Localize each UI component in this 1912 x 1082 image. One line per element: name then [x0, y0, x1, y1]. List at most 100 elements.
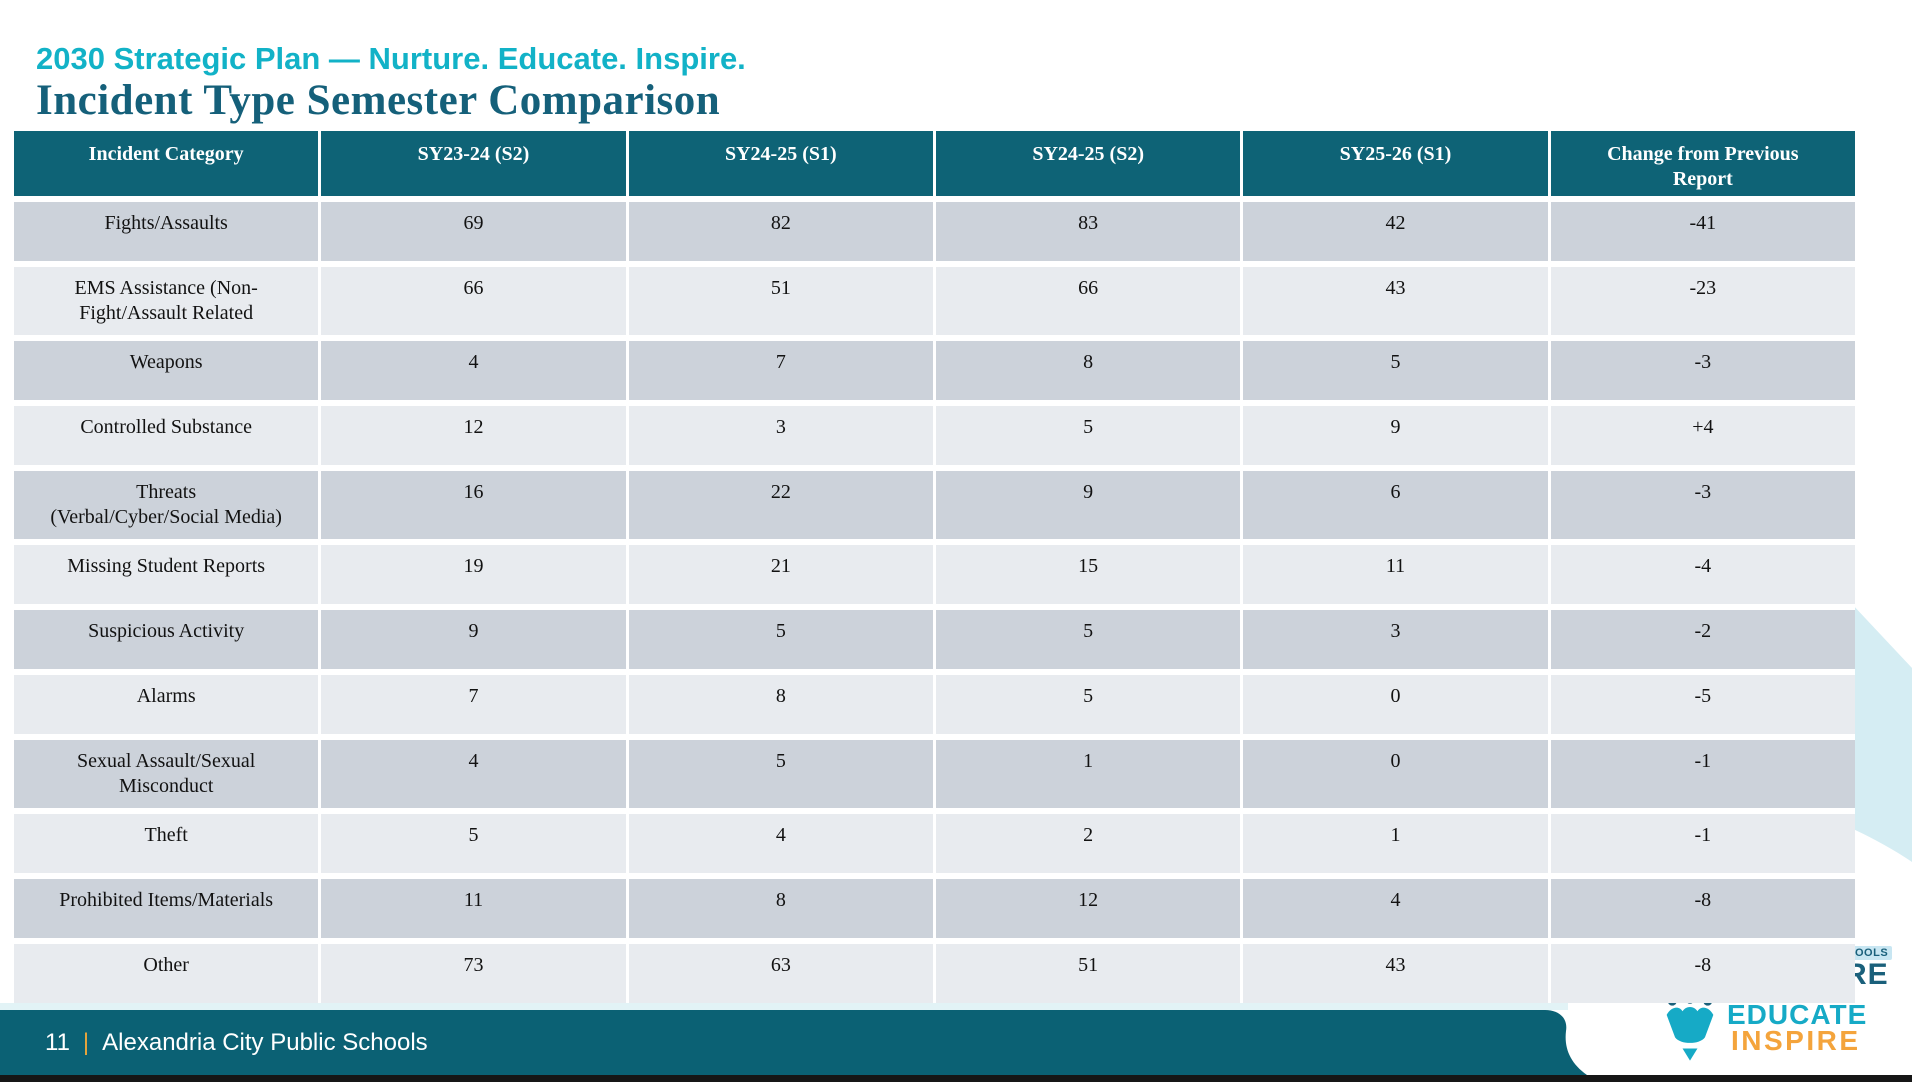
incident-category-cell: Controlled Substance	[14, 406, 319, 465]
value-cell-sy24-25-s2: 83	[936, 202, 1241, 261]
organization-name: Alexandria City Public Schools	[102, 1029, 428, 1056]
value-cell-sy24-25-s2: 5	[936, 610, 1241, 669]
value-cell-sy24-25-s1: 22	[628, 471, 933, 539]
value-cell-sy25-26-s1: 5	[1243, 341, 1548, 400]
value-cell-sy24-25-s1: 63	[628, 944, 933, 1003]
change-cell: -23	[1550, 267, 1855, 335]
value-cell-sy24-25-s2: 51	[936, 944, 1241, 1003]
column-header-change: Change from Previous Report	[1550, 131, 1855, 196]
value-cell-sy24-25-s2: 66	[936, 267, 1241, 335]
value-cell-sy25-26-s1: 0	[1243, 675, 1548, 734]
value-cell-sy25-26-s1: 6	[1243, 471, 1548, 539]
value-cell-sy24-25-s1: 4	[628, 814, 933, 873]
value-cell-sy23-24-s2: 19	[321, 545, 626, 604]
schools-text-fragment: OOLS	[1851, 946, 1893, 960]
change-cell: +4	[1550, 406, 1855, 465]
footer-accent-strip	[0, 1003, 1568, 1010]
strategic-plan-kicker: 2030 Strategic Plan — Nurture. Educate. …	[36, 41, 746, 76]
change-cell: -1	[1550, 814, 1855, 873]
value-cell-sy23-24-s2: 73	[321, 944, 626, 1003]
value-cell-sy25-26-s1: 3	[1243, 610, 1548, 669]
value-cell-sy25-26-s1: 9	[1243, 406, 1548, 465]
page-title: Incident Type Semester Comparison	[36, 77, 721, 124]
table-row: Other 73 63 51 43 -8	[14, 944, 1855, 1003]
value-cell-sy25-26-s1: 1	[1243, 814, 1548, 873]
change-cell: -4	[1550, 545, 1855, 604]
incident-category-cell: EMS Assistance (Non- Fight/Assault Relat…	[14, 267, 319, 335]
page-number: 11	[45, 1029, 70, 1056]
table-row: Missing Student Reports 19 21 15 11 -4	[14, 545, 1855, 604]
table-row: Prohibited Items/Materials 11 8 12 4 -8	[14, 879, 1855, 938]
value-cell-sy25-26-s1: 11	[1243, 545, 1548, 604]
value-cell-sy24-25-s1: 8	[628, 879, 933, 938]
value-cell-sy25-26-s1: 4	[1243, 879, 1548, 938]
table-row: Threats (Verbal/Cyber/Social Media) 16 2…	[14, 471, 1855, 539]
value-cell-sy24-25-s2: 2	[936, 814, 1241, 873]
value-cell-sy23-24-s2: 69	[321, 202, 626, 261]
incident-category-cell: Suspicious Activity	[14, 610, 319, 669]
bottom-black-strip	[0, 1075, 1912, 1082]
value-cell-sy23-24-s2: 7	[321, 675, 626, 734]
change-cell: -1	[1550, 740, 1855, 808]
incident-category-cell: Missing Student Reports	[14, 545, 319, 604]
value-cell-sy23-24-s2: 12	[321, 406, 626, 465]
table-row: Theft 5 4 2 1 -1	[14, 814, 1855, 873]
value-cell-sy24-25-s2: 5	[936, 406, 1241, 465]
incident-category-cell: Theft	[14, 814, 319, 873]
footer-teal-bar	[0, 1010, 1587, 1075]
value-cell-sy25-26-s1: 43	[1243, 944, 1548, 1003]
table-row: Controlled Substance 12 3 5 9 +4	[14, 406, 1855, 465]
table-row: Fights/Assaults 69 82 83 42 -41	[14, 202, 1855, 261]
change-cell: -8	[1550, 879, 1855, 938]
column-header-incident-category: Incident Category	[14, 131, 319, 196]
value-cell-sy23-24-s2: 16	[321, 471, 626, 539]
value-cell-sy24-25-s1: 5	[628, 610, 933, 669]
column-header-sy25-26-s1: SY25-26 (S1)	[1243, 131, 1548, 196]
value-cell-sy24-25-s1: 8	[628, 675, 933, 734]
value-cell-sy23-24-s2: 11	[321, 879, 626, 938]
incident-comparison-table: Incident Category SY23-24 (S2) SY24-25 (…	[14, 131, 1855, 1003]
value-cell-sy25-26-s1: 43	[1243, 267, 1548, 335]
value-cell-sy24-25-s1: 82	[628, 202, 933, 261]
incident-category-cell: Threats (Verbal/Cyber/Social Media)	[14, 471, 319, 539]
value-cell-sy23-24-s2: 9	[321, 610, 626, 669]
value-cell-sy24-25-s2: 1	[936, 740, 1241, 808]
slide-header: 2030 Strategic Plan — Nurture. Educate. …	[36, 41, 746, 124]
value-cell-sy24-25-s2: 8	[936, 341, 1241, 400]
value-cell-sy25-26-s1: 0	[1243, 740, 1548, 808]
value-cell-sy24-25-s1: 3	[628, 406, 933, 465]
value-cell-sy24-25-s1: 21	[628, 545, 933, 604]
value-cell-sy23-24-s2: 5	[321, 814, 626, 873]
incident-category-cell: Sexual Assault/Sexual Misconduct	[14, 740, 319, 808]
table-row: Weapons 4 7 8 5 -3	[14, 341, 1855, 400]
incident-category-cell: Weapons	[14, 341, 319, 400]
value-cell-sy23-24-s2: 4	[321, 341, 626, 400]
decorative-wedge-shape	[1851, 603, 1912, 862]
change-cell: -3	[1550, 471, 1855, 539]
column-header-sy24-25-s2: SY24-25 (S2)	[936, 131, 1241, 196]
column-header-sy23-24-s2: SY23-24 (S2)	[321, 131, 626, 196]
value-cell-sy24-25-s2: 12	[936, 879, 1241, 938]
footer-text: 11 | Alexandria City Public Schools	[45, 1029, 428, 1057]
value-cell-sy23-24-s2: 66	[321, 267, 626, 335]
value-cell-sy24-25-s1: 5	[628, 740, 933, 808]
incident-category-cell: Fights/Assaults	[14, 202, 319, 261]
table-row: Sexual Assault/Sexual Misconduct 4 5 1 0…	[14, 740, 1855, 808]
value-cell-sy23-24-s2: 4	[321, 740, 626, 808]
value-cell-sy24-25-s2: 9	[936, 471, 1241, 539]
change-cell: -41	[1550, 202, 1855, 261]
change-cell: -5	[1550, 675, 1855, 734]
table-header-row: Incident Category SY23-24 (S2) SY24-25 (…	[14, 131, 1855, 196]
table-row: EMS Assistance (Non- Fight/Assault Relat…	[14, 267, 1855, 335]
change-cell: -3	[1550, 341, 1855, 400]
value-cell-sy25-26-s1: 42	[1243, 202, 1548, 261]
table-body: Fights/Assaults 69 82 83 42 -41 EMS Assi…	[14, 202, 1855, 1003]
change-cell: -2	[1550, 610, 1855, 669]
table-row: Alarms 7 8 5 0 -5	[14, 675, 1855, 734]
change-cell: -8	[1550, 944, 1855, 1003]
incident-category-cell: Other	[14, 944, 319, 1003]
table-row: Suspicious Activity 9 5 5 3 -2	[14, 610, 1855, 669]
footer-band	[0, 1003, 1912, 1082]
footer-separator: |	[82, 1029, 90, 1056]
